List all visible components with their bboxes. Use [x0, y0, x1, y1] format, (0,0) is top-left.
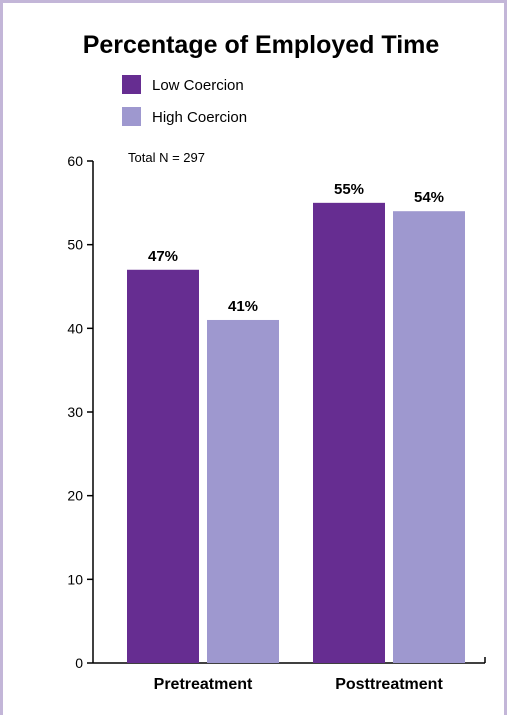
bar-pretreatment-low-coercion: [127, 269, 199, 663]
x-category-label-posttreatment: Posttreatment: [335, 676, 443, 693]
y-tick-label-40: 40: [67, 320, 83, 336]
data-label-posttreatment-low-coercion: 55%: [334, 181, 364, 198]
y-tick-label-30: 30: [67, 404, 83, 420]
data-label-pretreatment-high-coercion: 41%: [228, 298, 258, 315]
chart-title: Percentage of Employed Time: [83, 31, 440, 59]
bar-posttreatment-high-coercion: [393, 211, 465, 663]
data-label-pretreatment-low-coercion: 47%: [148, 248, 178, 265]
legend-swatch-high-coercion: [122, 107, 141, 126]
y-tick-label-0: 0: [75, 655, 83, 671]
data-label-posttreatment-high-coercion: 54%: [414, 189, 444, 206]
total-n-annotation: Total N = 297: [128, 150, 205, 165]
legend: Low Coercion High Coercion: [122, 75, 247, 126]
y-tick-label-10: 10: [67, 571, 83, 587]
legend-label-high-coercion: High Coercion: [152, 109, 247, 126]
bar-chart: Percentage of Employed Time Low Coercion…: [67, 31, 486, 693]
legend-label-low-coercion: Low Coercion: [152, 77, 244, 94]
legend-swatch-low-coercion: [122, 75, 141, 94]
bars: 47% 41% 55% 54%: [127, 181, 465, 664]
bar-pretreatment-high-coercion: [207, 319, 279, 663]
y-tick-label-60: 60: [67, 153, 83, 169]
x-category-label-pretreatment: Pretreatment: [154, 676, 253, 693]
y-tick-label-50: 50: [67, 237, 83, 253]
axes: 0 10 20 30 40 50 60 Pretreatment Posttreatment: [67, 153, 486, 693]
y-tick-label-20: 20: [67, 488, 83, 504]
bar-posttreatment-low-coercion: [313, 202, 385, 664]
